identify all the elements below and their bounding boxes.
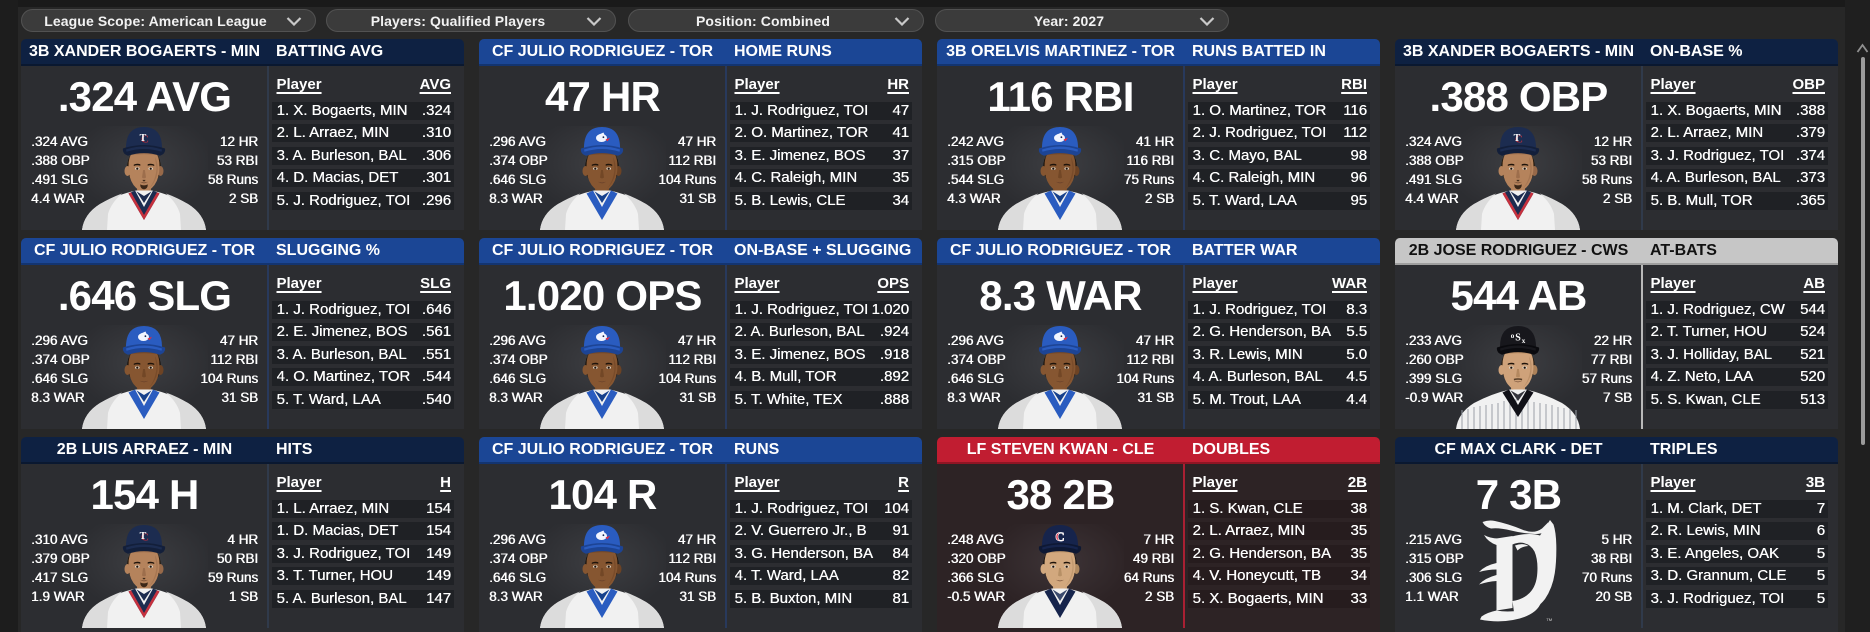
svg-text:o: o: [1511, 332, 1515, 340]
svg-text:T: T: [140, 133, 147, 144]
svg-text:™: ™: [1546, 618, 1553, 625]
svg-text:S: S: [1515, 333, 1521, 344]
svg-text:x: x: [1522, 337, 1526, 345]
svg-text:T: T: [140, 531, 147, 542]
svg-text:C: C: [141, 532, 149, 544]
svg-text:C: C: [141, 134, 149, 146]
svg-text:C: C: [1515, 134, 1523, 146]
svg-text:T: T: [1514, 133, 1521, 144]
svg-text:C: C: [1055, 529, 1064, 544]
